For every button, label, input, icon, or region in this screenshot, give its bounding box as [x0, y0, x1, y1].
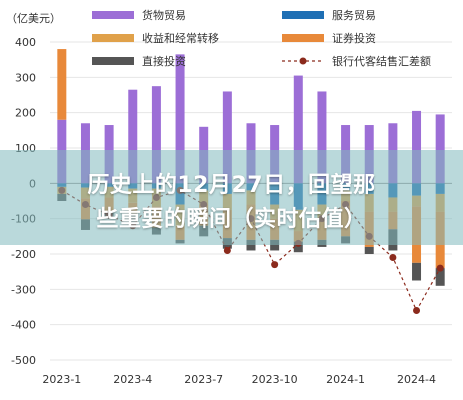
bar-segment [364, 246, 374, 254]
line-point [413, 307, 421, 315]
legend-swatch-point [299, 57, 307, 65]
bar-segment [270, 239, 280, 251]
y-tick-label: 400 [15, 36, 36, 49]
legend-swatch [92, 34, 134, 42]
bar-segment [317, 91, 327, 184]
bar-segment [293, 75, 303, 184]
line-point [223, 246, 231, 254]
bar-segment [412, 110, 422, 184]
bar-segment [222, 91, 232, 184]
bar-segment [57, 49, 67, 120]
legend-label: 货物贸易 [142, 8, 186, 22]
legend-label: 收益和经常转移 [142, 31, 219, 45]
bar-segment [246, 239, 256, 251]
x-tick-label: 2023-10 [252, 373, 298, 386]
legend-label: 直接投资 [142, 54, 186, 68]
unit-label: （亿美元） [6, 12, 61, 25]
x-tick-label: 2023-7 [184, 373, 223, 386]
overlay-title-line-2: 些重要的瞬间（实时估值） [96, 207, 367, 232]
x-tick-label: 2024-4 [397, 373, 436, 386]
line-point [271, 261, 279, 269]
legend-label: 银行代客结售汇差额 [332, 54, 431, 68]
y-tick-label: 200 [15, 107, 36, 120]
bar-segment [128, 89, 138, 184]
x-tick-label: 2023-4 [113, 373, 152, 386]
y-tick-label: -400 [11, 319, 36, 332]
x-tick-label: 2024-1 [326, 373, 365, 386]
y-tick-label: 300 [15, 71, 36, 84]
x-tick-label: 2023-1 [42, 373, 81, 386]
y-tick-label: -300 [11, 283, 36, 296]
y-tick-label: -200 [11, 248, 36, 261]
y-axis: 4003002001000-100-200-300-400-500 [11, 36, 36, 367]
bar-segment [435, 114, 445, 184]
legend-swatch [92, 57, 134, 65]
y-tick-label: -500 [11, 354, 36, 367]
legend-swatch [282, 11, 324, 19]
line-point [436, 264, 444, 272]
bar-segment [412, 262, 422, 281]
title-overlay-band [0, 150, 463, 245]
bar-segment [175, 54, 185, 184]
bar-segment [151, 86, 161, 184]
overlay-title-line-1: 历史上的12月27日，回望那 [87, 173, 376, 198]
legend-label: 服务贸易 [332, 9, 376, 22]
bar-segment [293, 241, 303, 253]
x-axis: 2023-1 2023-4 2023-7 2023-10 2024-1 2024-4 [42, 373, 436, 386]
line-point [389, 254, 397, 262]
legend-label: 证券投资 [332, 31, 376, 45]
legend-swatch [92, 11, 134, 19]
bar-segment [435, 268, 445, 286]
legend-swatch [282, 34, 324, 42]
